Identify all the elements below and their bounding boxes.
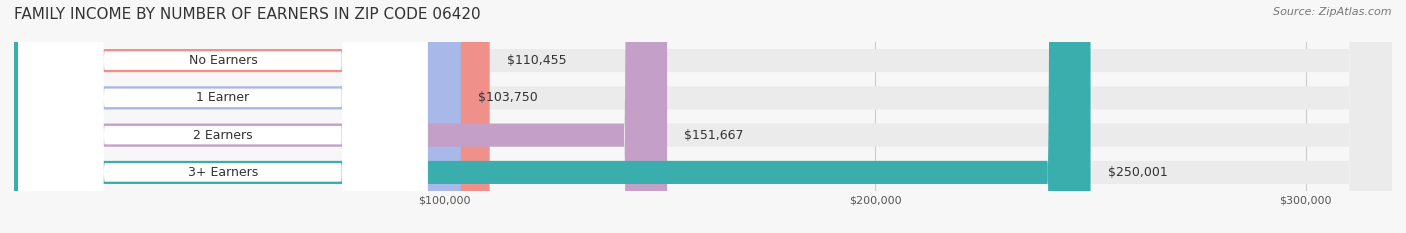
FancyBboxPatch shape <box>14 0 461 233</box>
FancyBboxPatch shape <box>14 0 1392 233</box>
Text: No Earners: No Earners <box>188 54 257 67</box>
Text: 3+ Earners: 3+ Earners <box>188 166 259 179</box>
Text: $250,001: $250,001 <box>1108 166 1167 179</box>
Text: $110,455: $110,455 <box>508 54 567 67</box>
Text: Source: ZipAtlas.com: Source: ZipAtlas.com <box>1274 7 1392 17</box>
FancyBboxPatch shape <box>14 0 489 233</box>
FancyBboxPatch shape <box>18 0 427 233</box>
FancyBboxPatch shape <box>14 0 1392 233</box>
FancyBboxPatch shape <box>18 0 427 233</box>
Text: $151,667: $151,667 <box>685 129 744 142</box>
FancyBboxPatch shape <box>14 0 666 233</box>
FancyBboxPatch shape <box>18 0 427 233</box>
Text: 1 Earner: 1 Earner <box>197 91 249 104</box>
Text: FAMILY INCOME BY NUMBER OF EARNERS IN ZIP CODE 06420: FAMILY INCOME BY NUMBER OF EARNERS IN ZI… <box>14 7 481 22</box>
FancyBboxPatch shape <box>14 0 1091 233</box>
Text: 2 Earners: 2 Earners <box>193 129 253 142</box>
FancyBboxPatch shape <box>18 0 427 233</box>
FancyBboxPatch shape <box>14 0 1392 233</box>
Text: $103,750: $103,750 <box>478 91 537 104</box>
FancyBboxPatch shape <box>14 0 1392 233</box>
